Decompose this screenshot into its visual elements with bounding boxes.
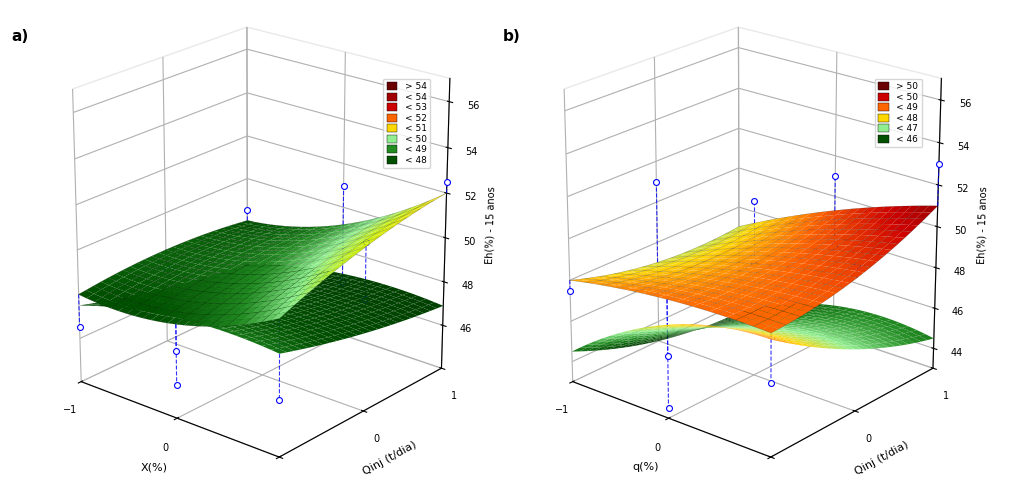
X-axis label: q(%): q(%) (633, 462, 659, 472)
Y-axis label: Qinj (t/dia): Qinj (t/dia) (361, 439, 419, 477)
Text: b): b) (503, 29, 520, 44)
Y-axis label: Qinj (t/dia): Qinj (t/dia) (853, 439, 910, 477)
X-axis label: X(%): X(%) (141, 462, 168, 472)
Text: a): a) (11, 29, 29, 44)
Legend: > 50, < 50, < 49, < 48, < 47, < 46: > 50, < 50, < 49, < 48, < 47, < 46 (874, 79, 922, 147)
Legend: > 54, < 54, < 53, < 52, < 51, < 50, < 49, < 48: > 54, < 54, < 53, < 52, < 51, < 50, < 49… (383, 79, 430, 168)
